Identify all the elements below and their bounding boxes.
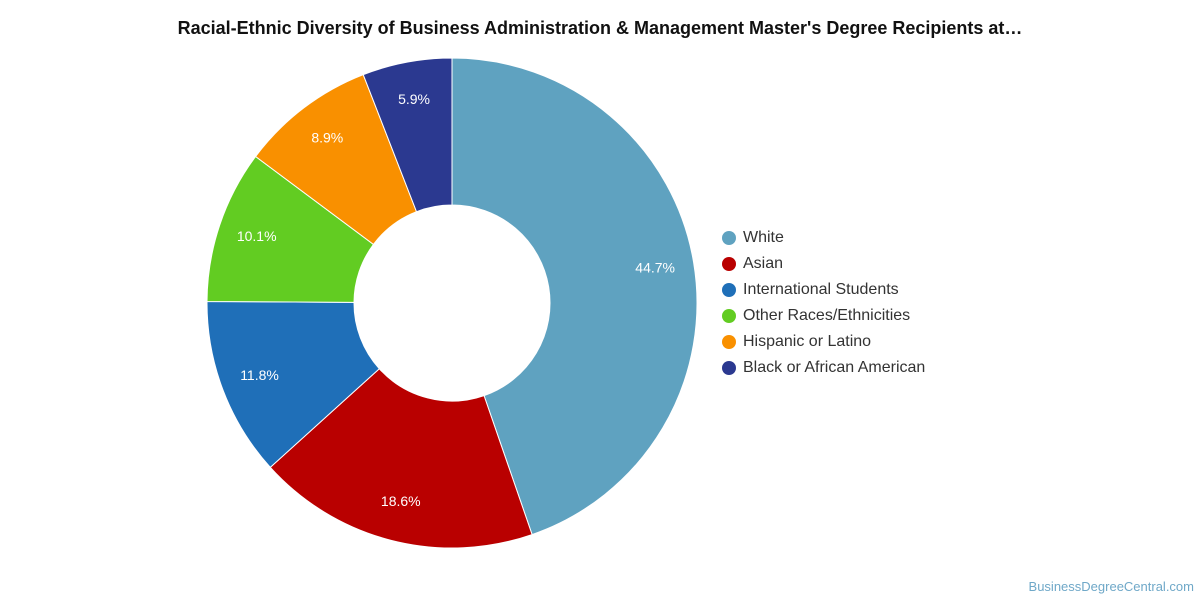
chart-title: Racial-Ethnic Diversity of Business Admi… (178, 18, 1023, 38)
legend-label-hispanic-or-latino: Hispanic or Latino (743, 333, 871, 350)
legend-label-international-students: International Students (743, 281, 899, 298)
legend-label-other-races-ethnicities: Other Races/Ethnicities (743, 307, 910, 324)
slice-label-other-races-ethnicities: 10.1% (237, 228, 277, 244)
legend-marker-other-races-ethnicities (722, 309, 736, 323)
slice-black-or-african-american (362, 57, 453, 213)
slice-asian (269, 368, 533, 549)
legend-item-international-students: International Students (722, 281, 899, 298)
legend-marker-black-or-african-american (722, 361, 736, 375)
donut-slices (206, 57, 698, 549)
slice-labels: 44.7% 18.6% 11.8% 10.1% 8.9% 5.9% (237, 91, 675, 509)
slice-label-white: 44.7% (635, 260, 675, 276)
legend-item-hispanic-or-latino: Hispanic or Latino (722, 333, 871, 350)
legend-item-asian: Asian (722, 255, 783, 272)
legend-marker-international-students (722, 283, 736, 297)
legend-item-other-races-ethnicities: Other Races/Ethnicities (722, 307, 910, 324)
legend-label-asian: Asian (743, 255, 783, 272)
slice-label-black-or-african-american: 5.9% (398, 91, 430, 107)
legend-marker-asian (722, 257, 736, 271)
legend-marker-white (722, 231, 736, 245)
slice-white (451, 57, 698, 536)
legend-marker-hispanic-or-latino (722, 335, 736, 349)
slice-label-asian: 18.6% (381, 493, 421, 509)
legend-item-white: White (722, 229, 784, 246)
slice-label-hispanic-or-latino: 8.9% (311, 130, 343, 146)
slice-label-international-students: 11.8% (240, 367, 279, 383)
legend: White Asian International Students Other Ra… (722, 229, 925, 376)
legend-item-black-or-african-american: Black or African American (722, 359, 925, 376)
legend-label-white: White (743, 229, 784, 246)
watermark: BusinessDegreeCentral.com (1029, 579, 1194, 594)
legend-label-black-or-african-american: Black or African American (743, 359, 925, 376)
slice-international-students (206, 300, 381, 469)
